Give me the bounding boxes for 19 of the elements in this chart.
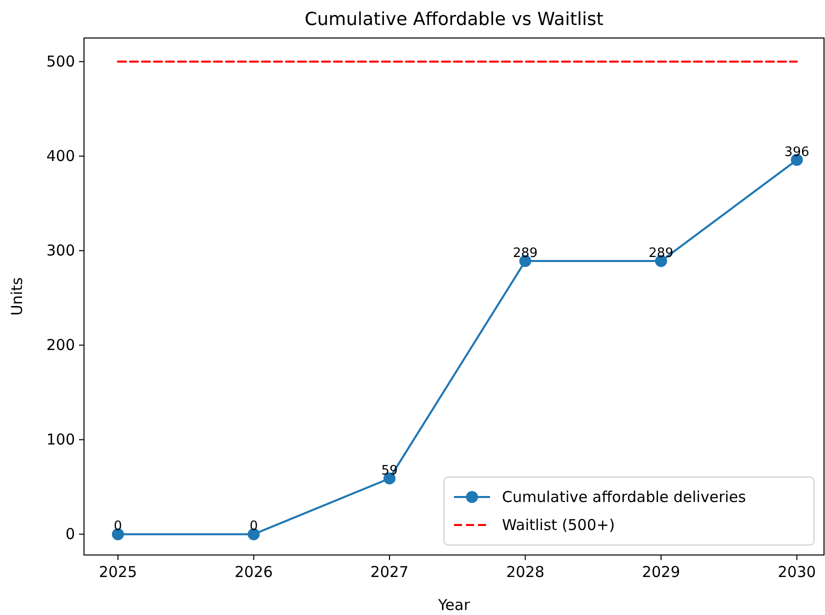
chart-title: Cumulative Affordable vs Waitlist xyxy=(304,9,604,30)
y-tick-label: 0 xyxy=(65,525,75,544)
x-tick-label: 2030 xyxy=(778,563,816,581)
y-tick-label: 500 xyxy=(46,52,75,71)
x-tick-label: 2029 xyxy=(642,563,680,581)
y-tick-label: 400 xyxy=(46,147,75,166)
data-label: 289 xyxy=(512,246,538,262)
data-label: 396 xyxy=(784,144,810,160)
x-tick-label: 2028 xyxy=(506,563,544,581)
x-axis-title: Year xyxy=(437,596,471,614)
legend-label: Waitlist (500+) xyxy=(502,516,615,534)
x-tick-label: 2027 xyxy=(370,563,409,581)
y-tick-label: 300 xyxy=(46,242,75,260)
legend-label: Cumulative affordable deliveries xyxy=(502,488,746,506)
x-tick-label: 2025 xyxy=(98,563,138,581)
y-tick-label: 200 xyxy=(46,336,75,354)
y-axis-title: Units xyxy=(8,277,26,316)
x-tick-label: 2026 xyxy=(234,563,273,581)
y-tick-label: 100 xyxy=(46,430,75,449)
